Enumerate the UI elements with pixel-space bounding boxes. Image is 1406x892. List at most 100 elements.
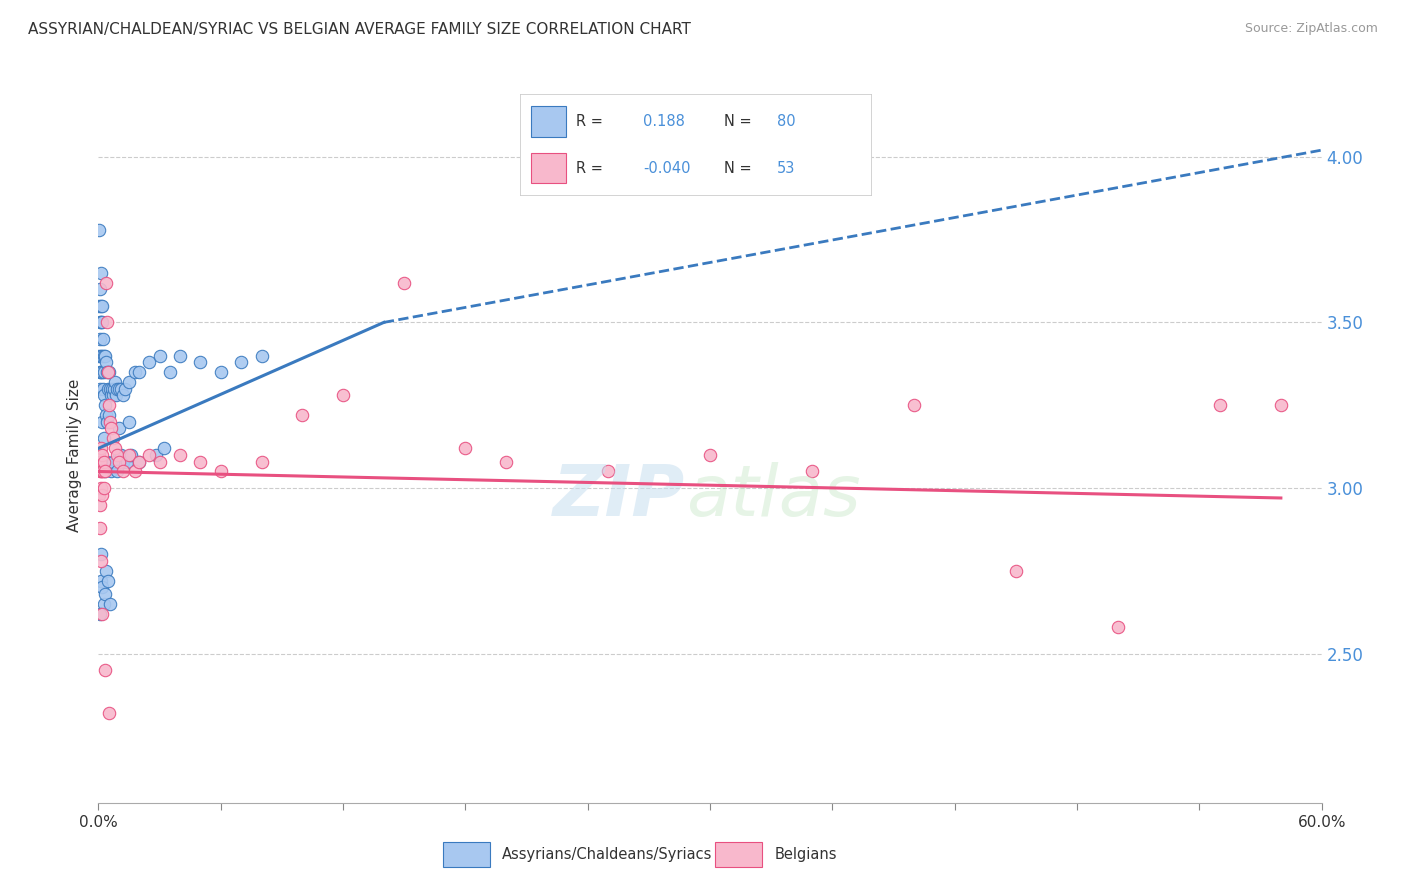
Point [97,365,120,379]
Point [332,388,354,402]
Point [104,442,127,456]
Point [100,421,122,435]
Point [90,299,112,313]
Point [90,365,112,379]
Point [103,382,125,396]
Point [98,415,121,429]
Point [89,448,111,462]
Point [108,454,131,468]
Point [392,276,416,290]
Point [104,375,127,389]
Point [89,332,111,346]
Point [1107,620,1129,634]
Point [188,454,212,468]
Text: atlas: atlas [686,462,860,531]
Point [159,365,181,379]
Point [101,454,124,468]
Point [91,465,114,479]
Point [91,365,114,379]
Bar [716,842,762,867]
Point [91,332,114,346]
Point [291,408,314,422]
Point [110,448,132,462]
Point [495,454,517,468]
Point [97,365,120,379]
Point [98,382,121,396]
Text: Assyrians/Chaldeans/Syriacs: Assyrians/Chaldeans/Syriacs [502,847,713,863]
Point [93,454,115,468]
Point [105,382,128,396]
Point [128,454,150,468]
Text: R =: R = [576,114,603,129]
Point [93,349,115,363]
FancyBboxPatch shape [520,94,872,196]
Point [115,454,138,468]
Point [111,465,134,479]
Text: Source: ZipAtlas.com: Source: ZipAtlas.com [1244,22,1378,36]
Point [250,349,273,363]
Point [93,388,115,402]
Point [108,448,131,462]
Point [149,349,172,363]
Point [145,448,167,462]
Point [114,382,136,396]
Point [101,431,124,445]
Point [89,521,111,535]
Point [110,382,132,396]
Point [98,597,121,611]
Point [93,481,115,495]
Point [91,299,114,313]
Point [124,465,146,479]
Point [91,448,114,462]
Point [118,415,141,429]
Point [108,382,131,396]
Point [699,448,721,462]
Point [100,465,122,479]
Point [91,581,114,595]
Point [1208,398,1232,412]
Point [100,382,122,396]
Point [1004,564,1026,578]
Point [128,365,150,379]
Point [89,382,111,396]
Point [94,355,117,369]
Point [93,597,115,611]
Point [91,465,114,479]
Bar [531,153,565,184]
Point [91,382,114,396]
Point [231,355,253,369]
Point [108,421,131,435]
Point [97,408,120,422]
Point [90,481,112,495]
Point [188,355,212,369]
Point [903,398,925,412]
Point [97,382,120,396]
Point [96,415,118,429]
Point [93,587,115,601]
Point [93,663,115,677]
Point [89,465,111,479]
Text: 53: 53 [778,161,796,176]
Point [454,442,477,456]
Point [93,365,115,379]
Point [250,454,273,468]
Text: R =: R = [576,161,603,176]
Point [93,398,115,412]
Point [89,365,111,379]
Point [149,454,172,468]
Point [90,554,112,568]
Point [91,315,114,329]
Point [90,266,112,280]
Point [90,315,112,329]
Point [101,388,124,402]
Bar [443,842,489,867]
Point [90,442,112,456]
Point [596,465,619,479]
Point [111,388,134,402]
Point [100,388,122,402]
Point [90,574,112,588]
Point [97,398,120,412]
Point [169,448,191,462]
Point [97,706,120,721]
Text: ASSYRIAN/CHALDEAN/SYRIAC VS BELGIAN AVERAGE FAMILY SIZE CORRELATION CHART: ASSYRIAN/CHALDEAN/SYRIAC VS BELGIAN AVER… [28,22,690,37]
